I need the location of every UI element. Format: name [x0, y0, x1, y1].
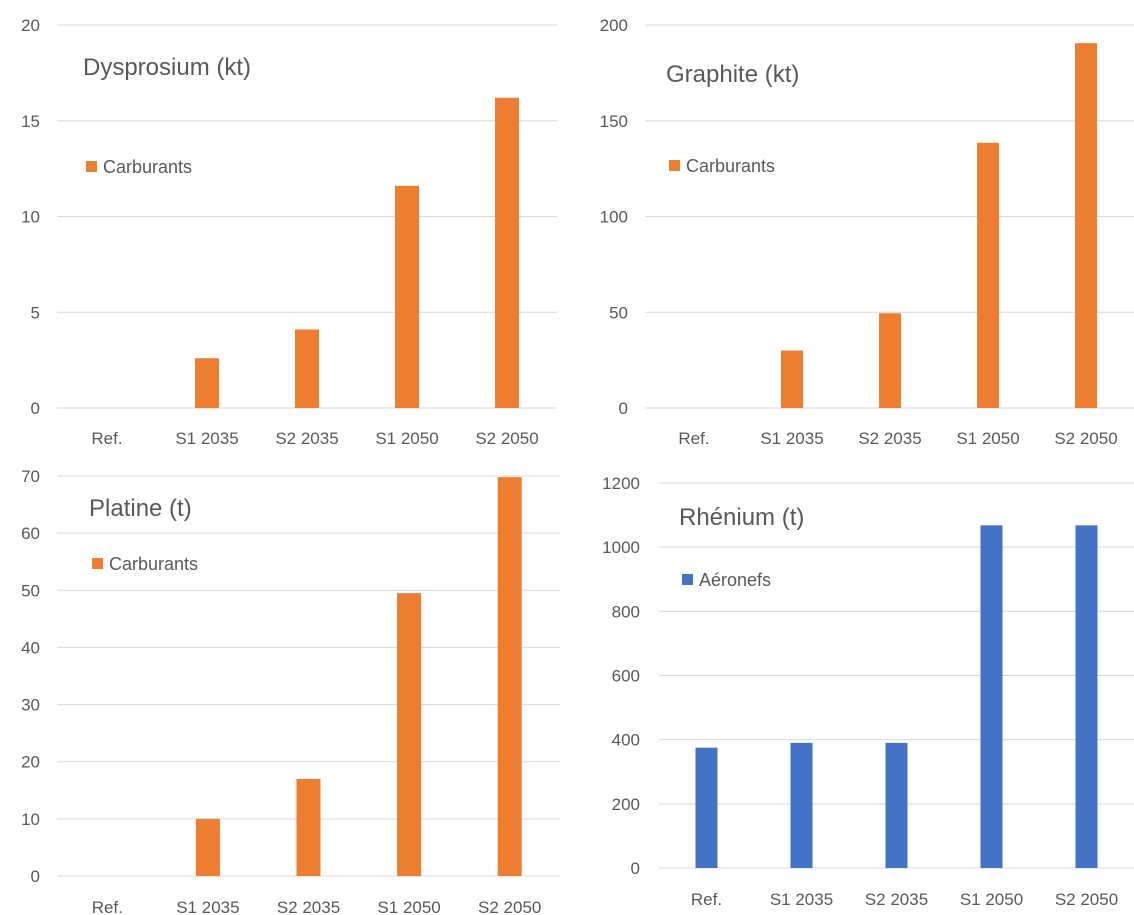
y-tick-label: 200 — [612, 795, 640, 814]
legend: Carburants — [86, 157, 192, 177]
y-tick-label: 100 — [600, 208, 628, 227]
y-tick-label: 10 — [21, 810, 40, 829]
bar-s1-2035 — [195, 358, 219, 408]
chart-1: 0 5 10 15 20 Ref. S1 2035 S2 2035 S1 2050 S2 2050… — [21, 16, 557, 448]
y-tick-label: 800 — [612, 602, 640, 621]
chart-title: Graphite (kt) — [666, 61, 799, 88]
chart-title: Platine (t) — [89, 495, 192, 522]
y-tick-label: 30 — [21, 696, 40, 715]
bar-s1-2035 — [195, 818, 220, 876]
y-tick-label: 50 — [609, 303, 628, 322]
x-tick-label: S2 2050 — [475, 429, 538, 448]
y-tick-label: 5 — [31, 303, 40, 322]
x-tick-label: S2 2050 — [1055, 890, 1118, 909]
y-tick-label: 20 — [21, 753, 40, 772]
bar-s1-2050 — [977, 142, 999, 408]
bar-s1-2035 — [781, 350, 803, 408]
legend-label: Carburants — [109, 554, 198, 574]
x-tick-label: S1 2050 — [960, 890, 1023, 909]
legend: Aéronefs — [682, 570, 771, 590]
bar-s2-2050 — [495, 97, 519, 409]
y-tick-label: 150 — [600, 112, 628, 131]
y-tick-label: 1200 — [602, 474, 640, 493]
y-tick-label: 0 — [31, 867, 40, 886]
bar-s1-2050 — [397, 593, 422, 876]
legend-label: Aéronefs — [699, 570, 771, 590]
y-tick-label: 0 — [631, 859, 640, 878]
y-tick-label: 0 — [31, 399, 40, 418]
bar-s2-2050 — [497, 477, 522, 876]
legend: Carburants — [669, 156, 775, 176]
x-tick-label: Ref. — [691, 890, 722, 909]
y-tick-label: 1000 — [602, 538, 640, 557]
x-tick-label: S2 2035 — [277, 898, 340, 915]
x-tick-label: S1 2050 — [375, 429, 438, 448]
legend: Carburants — [92, 554, 198, 574]
chart-2: 0 50 100 150 200 Ref. S1 2035 S2 2035 S1 2050 S2 … — [600, 16, 1134, 448]
bar-s2-2035 — [295, 329, 319, 408]
y-tick-label: 400 — [612, 731, 640, 750]
chart-title: Rhénium (t) — [679, 504, 804, 531]
bar-s2-2035 — [296, 778, 321, 876]
bar-s1-2050 — [980, 525, 1003, 868]
y-tick-label: 15 — [21, 112, 40, 131]
legend-swatch — [682, 574, 693, 585]
x-tick-label: S2 2035 — [865, 890, 928, 909]
bar-s2-2035 — [879, 313, 901, 408]
x-tick-label: Ref. — [91, 429, 122, 448]
bar-ref — [695, 747, 718, 868]
y-tick-label: 20 — [21, 16, 40, 35]
x-tick-label: S2 2050 — [1054, 429, 1117, 448]
x-tick-label: S1 2050 — [956, 429, 1019, 448]
bar-s2-2050 — [1075, 525, 1098, 868]
x-tick-label: S1 2035 — [176, 898, 239, 915]
x-tick-label: S1 2035 — [175, 429, 238, 448]
x-tick-label: S2 2050 — [478, 898, 541, 915]
x-tick-label: S1 2050 — [377, 898, 440, 915]
bar-s1-2035 — [790, 742, 813, 868]
y-tick-label: 10 — [21, 208, 40, 227]
chart-4: 0 200 400 600 800 1000 1200 Ref. S1 2035 S2 2035 S… — [602, 474, 1134, 909]
y-tick-label: 50 — [21, 581, 40, 600]
bar-s2-2050 — [1075, 43, 1097, 408]
y-tick-label: 200 — [600, 16, 628, 35]
legend-swatch — [92, 558, 103, 569]
y-tick-label: 70 — [21, 467, 40, 486]
legend-label: Carburants — [686, 156, 775, 176]
y-tick-label: 40 — [21, 638, 40, 657]
x-tick-label: Ref. — [678, 429, 709, 448]
bar-s2-2035 — [885, 742, 908, 868]
x-tick-label: Ref. — [92, 898, 123, 915]
legend-swatch — [669, 160, 680, 171]
x-tick-label: S2 2035 — [275, 429, 338, 448]
bar-s1-2050 — [395, 185, 419, 408]
y-tick-label: 600 — [612, 667, 640, 686]
x-tick-label: S1 2035 — [770, 890, 833, 909]
y-tick-label: 0 — [619, 399, 628, 418]
y-tick-label: 60 — [21, 524, 40, 543]
x-tick-label: S2 2035 — [858, 429, 921, 448]
chart-3: 0 10 20 30 40 50 60 70 Ref. S1 2035 S2 2035 S1 2050… — [21, 467, 560, 915]
legend-swatch — [86, 161, 97, 172]
legend-label: Carburants — [103, 157, 192, 177]
x-tick-label: S1 2035 — [760, 429, 823, 448]
chart-title: Dysprosium (kt) — [83, 54, 251, 81]
